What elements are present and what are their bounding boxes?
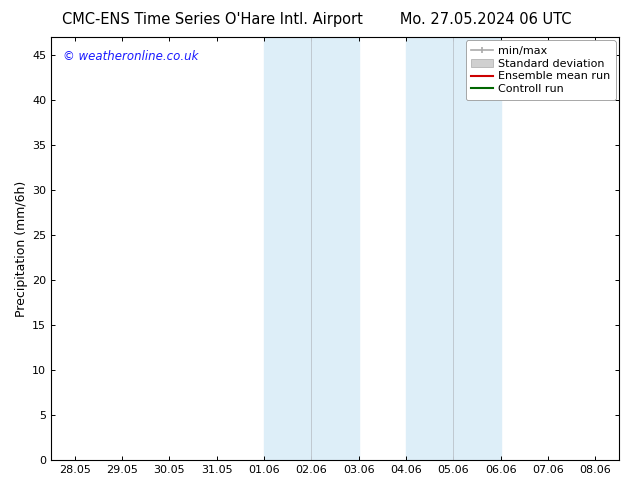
Bar [264,37,311,460]
Y-axis label: Precipitation (mm/6h): Precipitation (mm/6h) [15,180,28,317]
Bar [453,37,501,460]
Bar [406,37,453,460]
Legend: min/max, Standard deviation, Ensemble mean run, Controll run: min/max, Standard deviation, Ensemble me… [465,40,616,100]
Text: CMC-ENS Time Series O'Hare Intl. Airport        Mo. 27.05.2024 06 UTC: CMC-ENS Time Series O'Hare Intl. Airport… [62,12,572,27]
Bar [311,37,359,460]
Text: © weatheronline.co.uk: © weatheronline.co.uk [63,50,198,63]
